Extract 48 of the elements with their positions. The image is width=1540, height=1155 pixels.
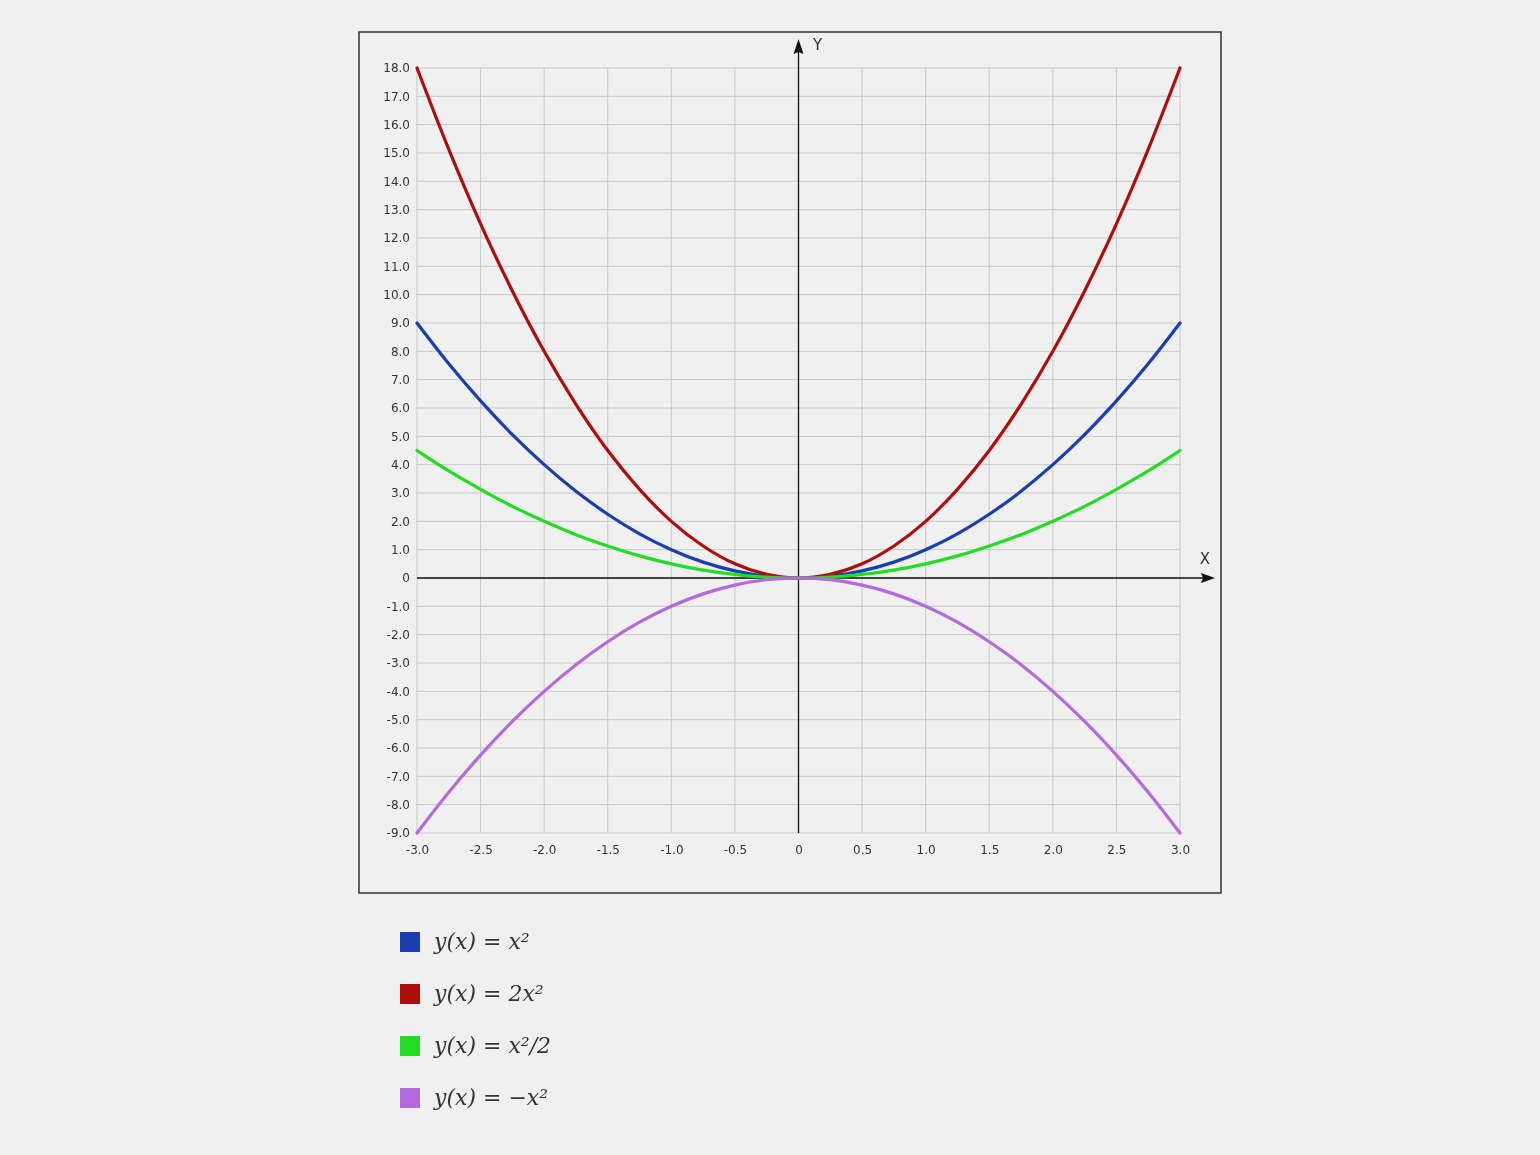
legend-label: y(x) = −x² (433, 1085, 549, 1110)
y-tick-label: -3.0 (386, 656, 410, 671)
y-tick-label: 13.0 (383, 203, 410, 218)
y-tick-label: 17.0 (383, 89, 410, 104)
y-tick-label: 10.0 (383, 288, 410, 303)
x-tick-label: -0.5 (723, 842, 748, 857)
y-axis-title: Y (811, 36, 823, 54)
x-tick-label: 1.5 (980, 842, 1000, 857)
y-tick-label: 0 (402, 571, 410, 586)
y-tick-label: 6.0 (390, 401, 410, 416)
legend-label: y(x) = x²/2 (433, 1033, 552, 1058)
y-tick-label: -4.0 (386, 684, 410, 699)
line-series (415, 448, 1182, 580)
y-tick-label: 8.0 (390, 344, 410, 359)
x-tick-label: 2.0 (1043, 842, 1063, 857)
x-tick-label: 0.5 (853, 842, 873, 857)
y-tick-label: -9.0 (386, 826, 410, 841)
y-tick-label: 15.0 (383, 146, 410, 161)
y-tick-label: 3.0 (390, 486, 410, 501)
y-tick-label: -8.0 (386, 798, 410, 813)
x-tick-label: 3.0 (1170, 842, 1191, 857)
legend-label: y(x) = 2x² (433, 981, 544, 1006)
y-tick-label: 5.0 (390, 429, 410, 444)
y-tick-label: 16.0 (383, 118, 410, 133)
y-tick-label: -1.0 (386, 599, 410, 614)
x-tick-label: 0 (795, 842, 803, 857)
y-tick-label: -7.0 (386, 769, 410, 784)
x-tick-label: -1.5 (596, 842, 620, 857)
y-tick-label: -5.0 (386, 713, 410, 728)
x-tick-label: -3.0 (405, 842, 430, 857)
x-tick-label: -1.0 (660, 842, 684, 857)
x-tick-label: 2.5 (1107, 842, 1127, 857)
x-tick-label: -2.0 (532, 842, 557, 857)
y-tick-label: 18.0 (383, 61, 410, 76)
y-tick-label: 14.0 (383, 174, 410, 189)
y-tick-label: 2.0 (390, 514, 410, 529)
y-tick-label: 7.0 (390, 373, 410, 388)
x-tick-label: -2.5 (469, 842, 493, 857)
y-tick-label: 12.0 (383, 231, 410, 246)
y-tick-label: -6.0 (386, 741, 410, 756)
x-axis-title: X (1199, 550, 1211, 568)
y-tick-label: 1.0 (390, 543, 410, 558)
y-tick-label: 4.0 (390, 458, 410, 473)
y-tick-label: -2.0 (386, 628, 410, 643)
x-tick-label: 1.0 (916, 842, 936, 857)
legend-label: y(x) = x² (433, 929, 530, 954)
y-tick-label: 9.0 (390, 316, 410, 331)
y-tick-label: 11.0 (383, 259, 410, 274)
